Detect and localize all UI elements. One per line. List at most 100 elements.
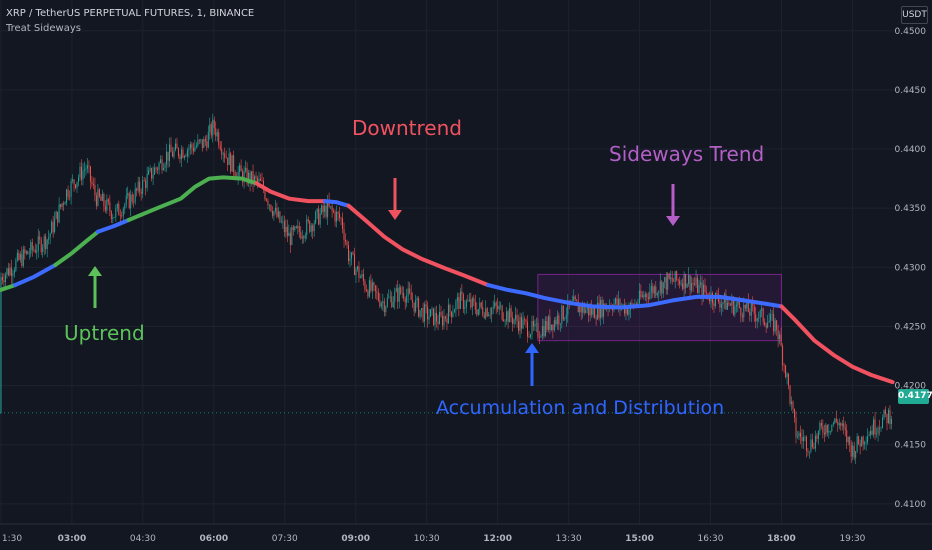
candle-body <box>55 211 57 219</box>
candle-body <box>780 334 782 346</box>
candle-body <box>559 323 561 325</box>
candle-body <box>831 424 833 431</box>
candle-body <box>719 301 721 308</box>
candle-body <box>849 436 851 445</box>
candle-body <box>1 276 3 281</box>
candle-body <box>167 151 169 161</box>
y-tick-label: 0.4150 <box>895 441 927 451</box>
candle-body <box>80 166 82 180</box>
candle-body <box>616 298 618 306</box>
candle-body <box>438 312 440 324</box>
candle-body <box>7 268 9 276</box>
candle-body <box>64 202 66 205</box>
candle-body <box>83 169 85 171</box>
y-axis[interactable]: 0.4100 0.4150 0.4200 0.4250 0.4300 0.4350 0.44… <box>895 0 932 550</box>
candle-body <box>428 316 430 320</box>
candle-body <box>12 273 14 276</box>
candle-body <box>583 304 585 313</box>
candle-body <box>224 153 226 158</box>
candle-body <box>870 430 872 436</box>
candle-body <box>342 218 344 229</box>
candle-body <box>67 189 69 197</box>
candle-body <box>556 315 558 325</box>
candle-body <box>37 236 39 251</box>
x-tick-label: 12:00 <box>483 534 512 544</box>
candle-body <box>434 312 436 325</box>
x-tick-label: 18:00 <box>767 534 796 544</box>
candle-body <box>137 181 139 191</box>
candle-body <box>45 236 47 249</box>
candle-body <box>286 226 288 237</box>
candle-body <box>377 292 379 301</box>
candle-body <box>437 321 439 324</box>
candle-body <box>483 314 485 318</box>
trend-segment-up <box>53 229 100 267</box>
sideways-arrow-icon <box>666 184 680 226</box>
candle-body <box>365 289 367 291</box>
candle-body <box>731 298 733 306</box>
candle-body <box>783 365 785 366</box>
x-tick-label: 03:00 <box>58 534 87 544</box>
candle-body <box>355 269 357 276</box>
candle-body <box>446 318 448 324</box>
candle-body <box>353 254 355 276</box>
candle-body <box>823 432 825 435</box>
candle-body <box>139 181 141 192</box>
y-tick-label: 0.4350 <box>895 204 927 214</box>
candle-body <box>441 315 443 326</box>
candle-body <box>522 319 524 329</box>
candle-body <box>774 320 776 332</box>
candle-body <box>34 249 36 253</box>
x-axis[interactable]: 1:30 03:00 04:30 06:00 07:30 09:00 10:30 12:00 1… <box>0 523 932 550</box>
indicator-name[interactable]: Treat Sideways <box>6 23 81 34</box>
candle-body <box>124 204 126 209</box>
candle-body <box>764 321 766 325</box>
x-tick-label: 15:00 <box>625 534 654 544</box>
candle-body <box>864 442 866 445</box>
candle-body <box>161 159 163 170</box>
candle-body <box>358 266 360 278</box>
candle-body <box>234 172 236 177</box>
candle-body <box>391 296 393 307</box>
candle-body <box>465 300 467 308</box>
candle-body <box>668 273 670 279</box>
candle-body <box>407 288 409 296</box>
candle-body <box>873 419 875 435</box>
candle-body <box>170 144 172 153</box>
trend-segment-sideways <box>13 263 58 288</box>
candle-body <box>140 191 142 194</box>
candle-body <box>765 324 767 328</box>
x-tick-label: 04:30 <box>130 534 156 544</box>
candle-body <box>359 276 361 278</box>
candle-body <box>186 150 188 157</box>
candle-body <box>362 274 364 282</box>
candle-body <box>112 217 114 219</box>
candle-body <box>92 184 94 185</box>
currency-badge[interactable]: USDT <box>901 6 928 24</box>
y-tick-label: 0.4250 <box>895 322 927 332</box>
symbol-title[interactable]: XRP / TetherUS PERPETUAL FUTURES, 1, BIN… <box>6 8 255 19</box>
candle-body <box>495 302 497 306</box>
candle-body <box>761 308 763 311</box>
candle-body <box>76 181 78 188</box>
candle-body <box>855 451 857 458</box>
candle-body <box>113 217 115 218</box>
candle-body <box>268 204 270 206</box>
candle-body <box>174 143 176 151</box>
candle-body <box>782 345 784 366</box>
candle-body <box>685 274 687 288</box>
candle-body <box>567 300 569 316</box>
candle-body <box>22 249 24 266</box>
candle-body <box>820 422 822 427</box>
candle-body <box>876 433 878 435</box>
candle-body <box>58 204 60 223</box>
candle-body <box>795 417 797 438</box>
candle-body <box>482 307 484 315</box>
candle-body <box>885 409 887 414</box>
x-tick-label: 09:00 <box>341 534 370 544</box>
candle-body <box>643 295 645 297</box>
candle-body <box>3 280 5 283</box>
candle-body <box>303 236 305 239</box>
